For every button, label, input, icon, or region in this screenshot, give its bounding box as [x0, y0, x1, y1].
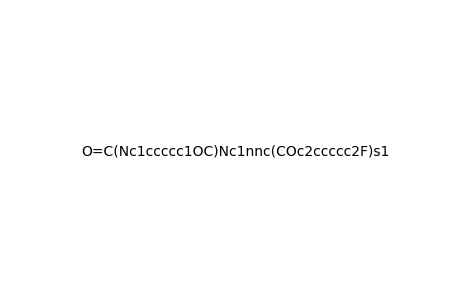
Text: O=C(Nc1ccccc1OC)Nc1nnc(COc2ccccc2F)s1: O=C(Nc1ccccc1OC)Nc1nnc(COc2ccccc2F)s1: [81, 145, 389, 158]
